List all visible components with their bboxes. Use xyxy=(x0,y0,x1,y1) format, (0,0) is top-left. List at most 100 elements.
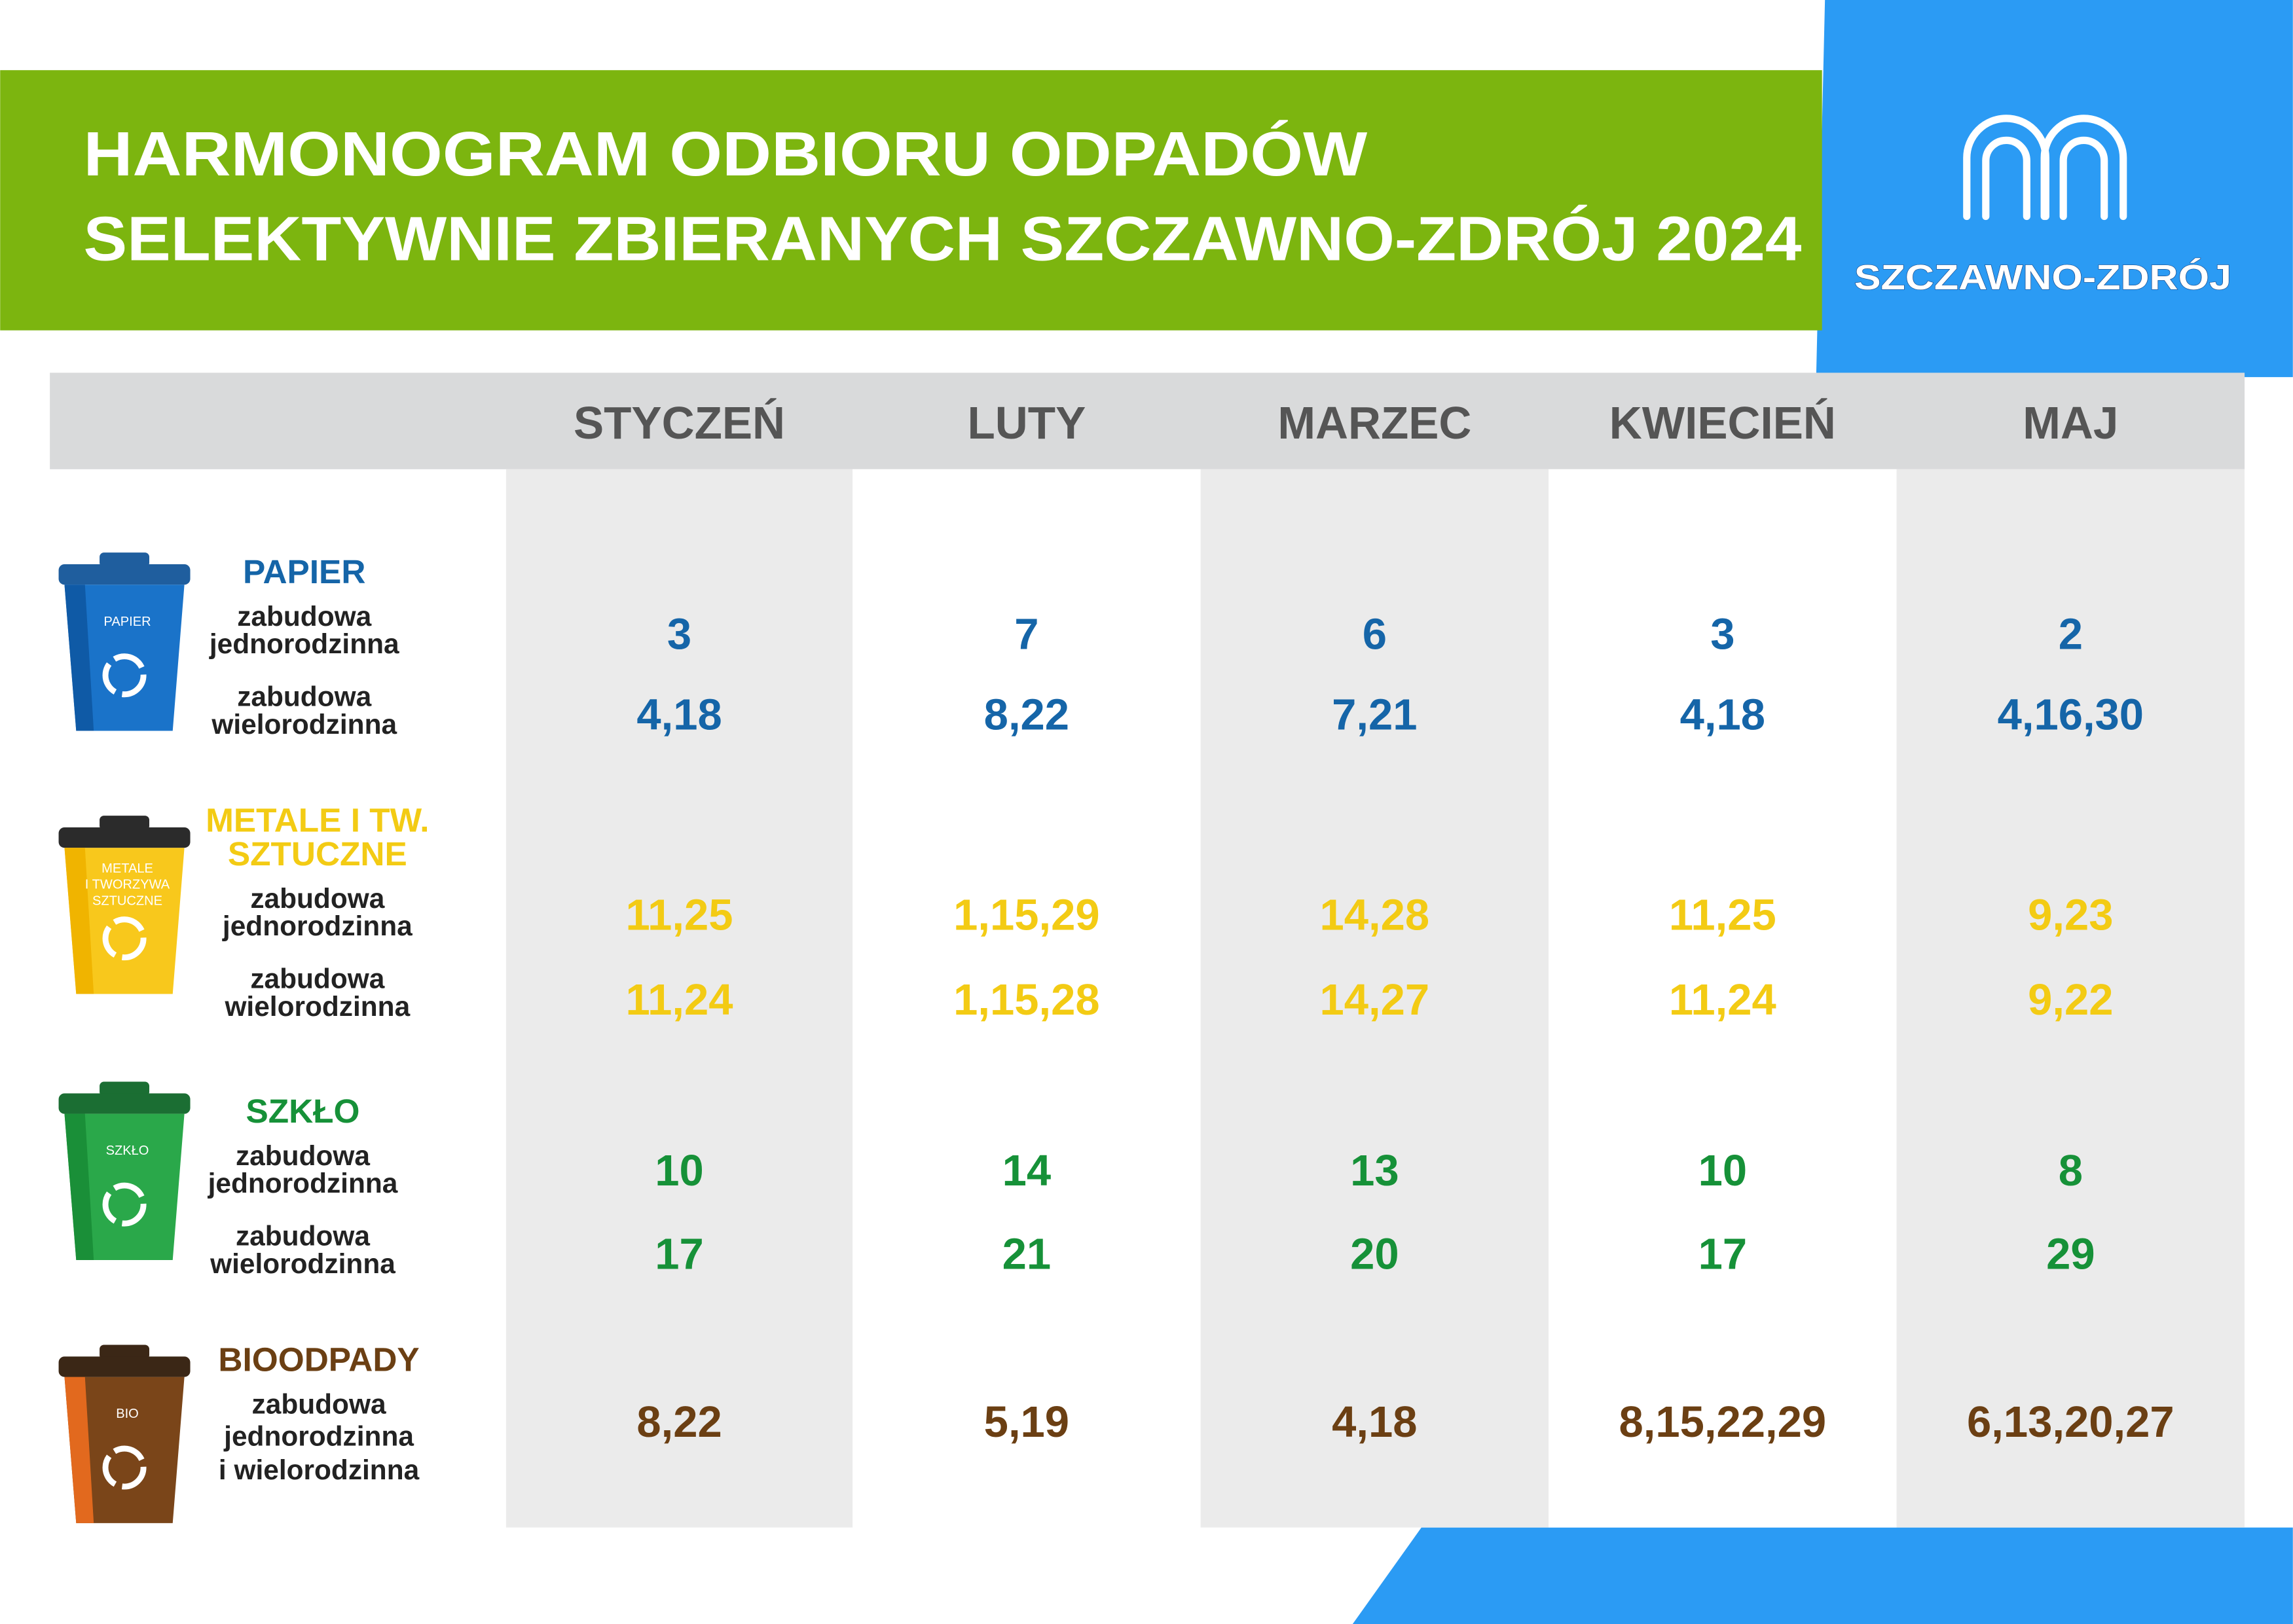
date-value: 14,27 xyxy=(1320,975,1430,1024)
date-value: 7,21 xyxy=(1332,690,1417,739)
group-name: METALE I TW. xyxy=(206,802,429,839)
bin-lid xyxy=(58,1356,191,1377)
waste-bin: BIO xyxy=(58,1344,191,1523)
date-value: 9,22 xyxy=(2028,975,2113,1024)
date-value: 17 xyxy=(1698,1229,1748,1278)
row-label: zabudowa xyxy=(237,681,371,712)
date-value: 8,15,22,29 xyxy=(1619,1398,1827,1447)
row-label: jednorodzinna xyxy=(223,1421,414,1452)
date-value: 10 xyxy=(1698,1146,1748,1195)
date-value: 1,15,28 xyxy=(953,975,1100,1024)
month-header: LUTY xyxy=(968,397,1086,448)
bin-label: PAPIER xyxy=(103,615,151,629)
bin-side xyxy=(64,848,94,994)
column-bg xyxy=(1549,469,1897,1528)
row-label: wielorodzinna xyxy=(210,1248,395,1279)
bin-lid xyxy=(58,827,191,848)
date-value: 14,28 xyxy=(1320,890,1430,939)
header-row xyxy=(50,372,2245,469)
column-bg xyxy=(505,469,853,1528)
date-value: 4,18 xyxy=(1332,1398,1417,1447)
row-label: wielorodzinna xyxy=(211,709,397,740)
date-value: 9,23 xyxy=(2028,890,2113,939)
row-label: jednorodzinna xyxy=(222,911,413,941)
row-label: zabudowa xyxy=(252,1388,386,1419)
date-value: 7 xyxy=(1014,610,1038,659)
blue-corner xyxy=(1816,0,2293,378)
date-value: 13 xyxy=(1350,1146,1399,1195)
title-band xyxy=(0,70,1822,331)
title-line: HARMONOGRAM ODBIORU ODPADÓW xyxy=(84,119,1368,189)
date-value: 3 xyxy=(667,610,691,659)
title-line: SELEKTYWNIE ZBIERANYCH SZCZAWNO-ZDRÓJ 20… xyxy=(84,204,1802,274)
month-header: KWIECIEŃ xyxy=(1609,397,1836,448)
date-value: 11,25 xyxy=(1669,890,1776,939)
month-header: STYCZEŃ xyxy=(574,397,785,448)
date-value: 17 xyxy=(655,1229,704,1278)
logo-text: SZCZAWNO-ZDRÓJ xyxy=(1854,258,2231,297)
date-value: 4,18 xyxy=(636,690,722,739)
blue-footer xyxy=(1352,1527,2293,1624)
bin-handle xyxy=(100,1081,150,1096)
row-label: zabudowa xyxy=(237,601,371,632)
columns xyxy=(505,469,2245,1528)
bin-lid xyxy=(58,564,191,585)
date-value: 11,25 xyxy=(626,890,733,939)
date-value: 11,24 xyxy=(1669,975,1776,1024)
date-value: 8,22 xyxy=(984,690,1069,739)
recycle-icon xyxy=(102,653,147,698)
date-value: 14 xyxy=(1002,1146,1052,1195)
bin-label: SZKŁO xyxy=(106,1144,149,1158)
date-value: 8 xyxy=(2059,1146,2083,1195)
column-bg xyxy=(1200,469,1549,1528)
date-value: 29 xyxy=(2046,1229,2095,1278)
group-name: SZTUCZNE xyxy=(228,835,407,873)
waste-bin: SZKŁO xyxy=(58,1081,191,1260)
date-value: 6 xyxy=(1363,610,1387,659)
row-label: i wielorodzinna xyxy=(219,1454,420,1485)
recycle-icon xyxy=(102,1182,147,1227)
recycle-icon xyxy=(102,1445,147,1490)
waste-bin: PAPIER xyxy=(58,552,191,731)
bin-handle xyxy=(100,1344,150,1360)
date-value: 4,16,30 xyxy=(1998,690,2144,739)
month-header: MAJ xyxy=(2023,397,2118,448)
row-label: wielorodzinna xyxy=(224,991,410,1022)
bin-label: METALE xyxy=(101,861,153,876)
column-bg xyxy=(1896,469,2245,1528)
date-value: 21 xyxy=(1002,1229,1052,1278)
date-value: 3 xyxy=(1710,610,1734,659)
bin-label: I TWORZYWA xyxy=(85,878,170,892)
row-label: zabudowa xyxy=(250,883,384,914)
group-name: SZKŁO xyxy=(246,1092,359,1130)
bin-side xyxy=(64,1377,94,1523)
bin-label: BIO xyxy=(116,1407,139,1421)
group-name: BIOODPADY xyxy=(218,1341,419,1379)
logo-mark xyxy=(1963,115,2127,221)
bin-side xyxy=(64,585,94,731)
date-value: 1,15,29 xyxy=(953,890,1100,939)
date-value: 4,18 xyxy=(1680,690,1765,739)
date-value: 6,13,20,27 xyxy=(1967,1398,2174,1447)
date-value: 10 xyxy=(655,1146,704,1195)
date-value: 11,24 xyxy=(626,975,733,1024)
recycle-icon xyxy=(102,916,147,961)
group-name: PAPIER xyxy=(243,553,365,590)
row-label: jednorodzinna xyxy=(209,628,399,659)
date-value: 5,19 xyxy=(984,1398,1069,1447)
row-label: zabudowa xyxy=(236,1140,370,1171)
row-label: jednorodzinna xyxy=(208,1168,398,1199)
bin-label: SZTUCZNE xyxy=(92,893,162,908)
row-label: zabudowa xyxy=(250,964,384,994)
date-value: 20 xyxy=(1350,1229,1399,1278)
bin-side xyxy=(64,1113,94,1260)
date-value: 2 xyxy=(2059,610,2083,659)
column-bg xyxy=(853,469,1201,1528)
date-value: 8,22 xyxy=(636,1398,722,1447)
row-label: zabudowa xyxy=(236,1221,370,1252)
bin-lid xyxy=(58,1093,191,1114)
month-header: MARZEC xyxy=(1277,397,1471,448)
